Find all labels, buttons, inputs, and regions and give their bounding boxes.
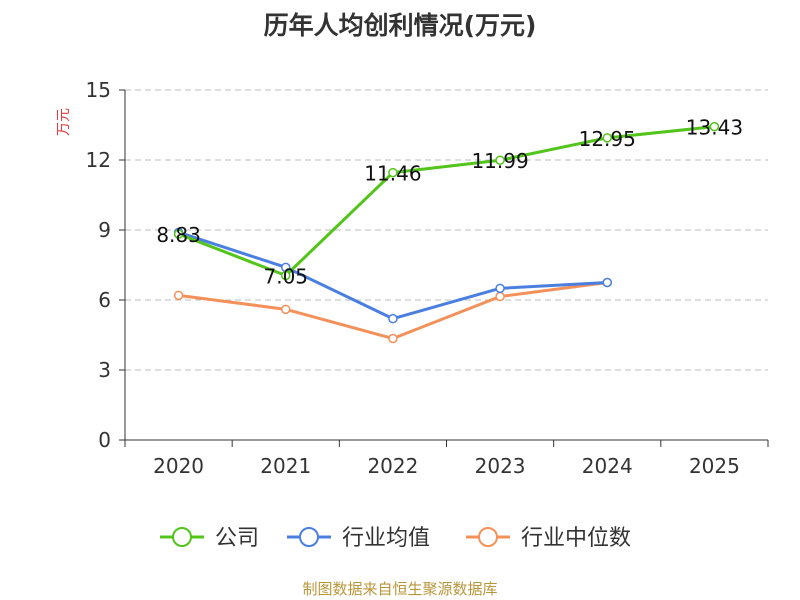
legend-label: 行业均值 xyxy=(342,526,430,551)
data-point xyxy=(281,304,291,315)
series-line-2 xyxy=(178,281,608,340)
data-point xyxy=(388,333,398,344)
data-point xyxy=(602,277,612,288)
legend-marker xyxy=(478,527,498,547)
data-point xyxy=(388,167,398,178)
data-point xyxy=(495,155,505,165)
chart-title: 历年人均创利情况(万元) xyxy=(263,11,537,40)
y-tick-label: 6 xyxy=(98,288,111,312)
y-tick-label: 12 xyxy=(86,148,111,172)
data-point xyxy=(281,270,291,281)
data-point xyxy=(173,290,184,301)
x-tick-label: 2021 xyxy=(260,454,311,478)
legend-label: 行业中位数 xyxy=(521,526,631,551)
data-point xyxy=(709,121,720,132)
data-point xyxy=(495,291,505,302)
series-line-1 xyxy=(178,230,608,321)
y-axis-label: 万元 xyxy=(56,108,72,136)
data-point xyxy=(388,313,398,324)
data-point xyxy=(495,283,505,294)
series-line-0 xyxy=(178,125,715,277)
data-label: 11.99 xyxy=(471,149,528,173)
x-tick-label: 2022 xyxy=(367,454,418,478)
data-label: 12.95 xyxy=(579,127,636,151)
data-label: 8.83 xyxy=(156,223,201,247)
data-label: 7.05 xyxy=(263,265,308,289)
data-point xyxy=(602,133,612,143)
legend-label: 公司 xyxy=(215,526,259,551)
data-source-footer: 制图数据来自恒生聚源数据库 xyxy=(302,580,498,598)
legend-marker xyxy=(172,527,192,547)
data-point xyxy=(173,229,184,239)
x-tick-label: 2025 xyxy=(689,454,740,478)
y-tick-label: 9 xyxy=(98,218,111,242)
data-label: 11.46 xyxy=(364,162,421,186)
legend-marker xyxy=(299,527,319,547)
y-tick-label: 3 xyxy=(98,358,111,382)
data-label: 13.43 xyxy=(686,116,743,140)
y-tick-label: 0 xyxy=(98,428,111,452)
x-tick-label: 2020 xyxy=(153,454,204,478)
x-tick-label: 2023 xyxy=(475,454,526,478)
y-tick-label: 15 xyxy=(86,78,111,102)
x-tick-label: 2024 xyxy=(582,454,633,478)
